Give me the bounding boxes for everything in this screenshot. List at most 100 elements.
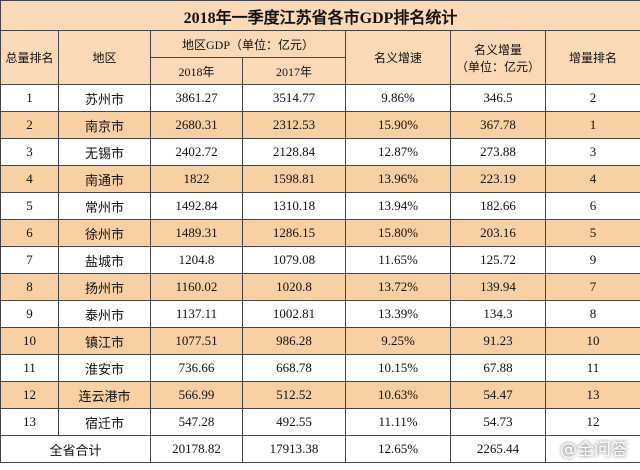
table-row: 8 扬州市 1160.02 1020.8 13.72% 139.94 7: [0, 273, 640, 301]
table-cell: 1137.11: [150, 300, 243, 328]
table-cell: 668.78: [242, 354, 346, 382]
table-cell: 223.19: [450, 165, 546, 193]
table-cell: 10.15%: [345, 354, 451, 382]
table-cell: 11: [0, 354, 59, 382]
table-cell: 986.28: [242, 327, 346, 355]
table-cell: 91.23: [450, 327, 546, 355]
table-cell: 492.55: [242, 408, 346, 436]
table-cell: 盐城市: [58, 246, 151, 274]
table-cell: 8: [544, 300, 640, 328]
header-text: 名义增量: [473, 42, 522, 57]
total-row: 全省合计 20178.82 17913.38 12.65% 2265.44: [0, 435, 640, 463]
table-cell: 11.65%: [345, 246, 451, 274]
table-cell: 182.66: [450, 192, 546, 220]
table-cell: 11: [544, 354, 640, 382]
table-row: 10 镇江市 1077.51 986.28 9.25% 91.23 10: [0, 327, 640, 355]
table-cell: 全省合计: [0, 435, 151, 463]
table-cell: 1822: [150, 165, 243, 193]
table-cell: 无锡市: [58, 138, 151, 166]
table-cell: 203.16: [450, 219, 546, 247]
table-cell: 1002.81: [242, 300, 346, 328]
table-cell: 7: [544, 273, 640, 301]
table-cell: 367.78: [450, 111, 546, 139]
table-cell: 5: [544, 219, 640, 247]
table-cell: 2: [544, 84, 640, 112]
table-cell: 淮安市: [58, 354, 151, 382]
table-row: 4 南通市 1822 1598.81 13.96% 223.19 4: [0, 165, 640, 193]
table-cell: 镇江市: [58, 327, 151, 355]
table-row: 3 无锡市 2402.72 2128.84 12.87% 273.88 3: [0, 138, 640, 166]
table-cell: 1: [0, 84, 59, 112]
table-cell: 3861.27: [150, 84, 243, 112]
table-row: 9 泰州市 1137.11 1002.81 13.39% 134.3 8: [0, 300, 640, 328]
table-cell: 736.66: [150, 354, 243, 382]
table-cell: 13.72%: [345, 273, 451, 301]
table-cell: 宿迁市: [58, 408, 151, 436]
table-cell: 10: [0, 327, 59, 355]
table-cell: 9.86%: [345, 84, 451, 112]
table-cell: 2265.44: [450, 435, 546, 463]
table-cell: 3514.77: [242, 84, 346, 112]
table-cell: 139.94: [450, 273, 546, 301]
table-cell: 2680.31: [150, 111, 243, 139]
table-cell: 扬州市: [58, 273, 151, 301]
table-cell: 1310.18: [242, 192, 346, 220]
table-cell: 3: [0, 138, 59, 166]
table-cell: 15.90%: [345, 111, 451, 139]
table-cell: 11.11%: [345, 408, 451, 436]
table-cell: 17913.38: [242, 435, 346, 463]
table-cell: 1598.81: [242, 165, 346, 193]
table-cell: 2128.84: [242, 138, 346, 166]
header-cell: 地区GDP（单位：亿元）: [150, 30, 346, 58]
table-cell: 125.72: [450, 246, 546, 274]
header-cell: 2017年: [242, 57, 346, 85]
table-cell: 1077.51: [150, 327, 243, 355]
table-row: 11 淮安市 736.66 668.78 10.15% 67.88 11: [0, 354, 640, 382]
table-title: 2018年一季度江苏省各市GDP排名统计: [0, 0, 640, 31]
table-cell: 547.28: [150, 408, 243, 436]
table-cell: 54.47: [450, 381, 546, 409]
table-cell: [544, 435, 640, 463]
table-cell: 273.88: [450, 138, 546, 166]
watermark: @全问答: [560, 440, 628, 460]
table-cell: 1489.31: [150, 219, 243, 247]
table-cell: 1020.8: [242, 273, 346, 301]
table-row: 13 宿迁市 547.28 492.55 11.11% 54.73 12: [0, 408, 640, 436]
table-cell: 12: [544, 408, 640, 436]
table-cell: 6: [544, 192, 640, 220]
table-cell: 12.87%: [345, 138, 451, 166]
table-cell: 20178.82: [150, 435, 243, 463]
table-row: 6 徐州市 1489.31 1286.15 15.80% 203.16 5: [0, 219, 640, 247]
table-cell: 9: [544, 246, 640, 274]
table-cell: 4: [544, 165, 640, 193]
table-cell: 13.96%: [345, 165, 451, 193]
table-cell: 346.5: [450, 84, 546, 112]
table-cell: 7: [0, 246, 59, 274]
table-cell: 134.3: [450, 300, 546, 328]
table-cell: 泰州市: [58, 300, 151, 328]
table-cell: 566.99: [150, 381, 243, 409]
header-cell: 增量排名: [544, 30, 640, 85]
table-cell: 2402.72: [150, 138, 243, 166]
table-cell: 13.94%: [345, 192, 451, 220]
table-cell: 13: [0, 408, 59, 436]
table-cell: 54.73: [450, 408, 546, 436]
table-cell: 3: [544, 138, 640, 166]
table-cell: 6: [0, 219, 59, 247]
table-cell: 12.65%: [345, 435, 451, 463]
table-cell: 10.63%: [345, 381, 451, 409]
table-cell: 10: [544, 327, 640, 355]
header-cell: 名义增速: [345, 30, 451, 85]
table-cell: 徐州市: [58, 219, 151, 247]
table-cell: 8: [0, 273, 59, 301]
table-row: 5 常州市 1492.84 1310.18 13.94% 182.66 6: [0, 192, 640, 220]
table-cell: 1492.84: [150, 192, 243, 220]
table-cell: 9.25%: [345, 327, 451, 355]
table-cell: 1: [544, 111, 640, 139]
table-cell: 连云港市: [58, 381, 151, 409]
table-cell: 15.80%: [345, 219, 451, 247]
table-cell: 5: [0, 192, 59, 220]
table-cell: 苏州市: [58, 84, 151, 112]
